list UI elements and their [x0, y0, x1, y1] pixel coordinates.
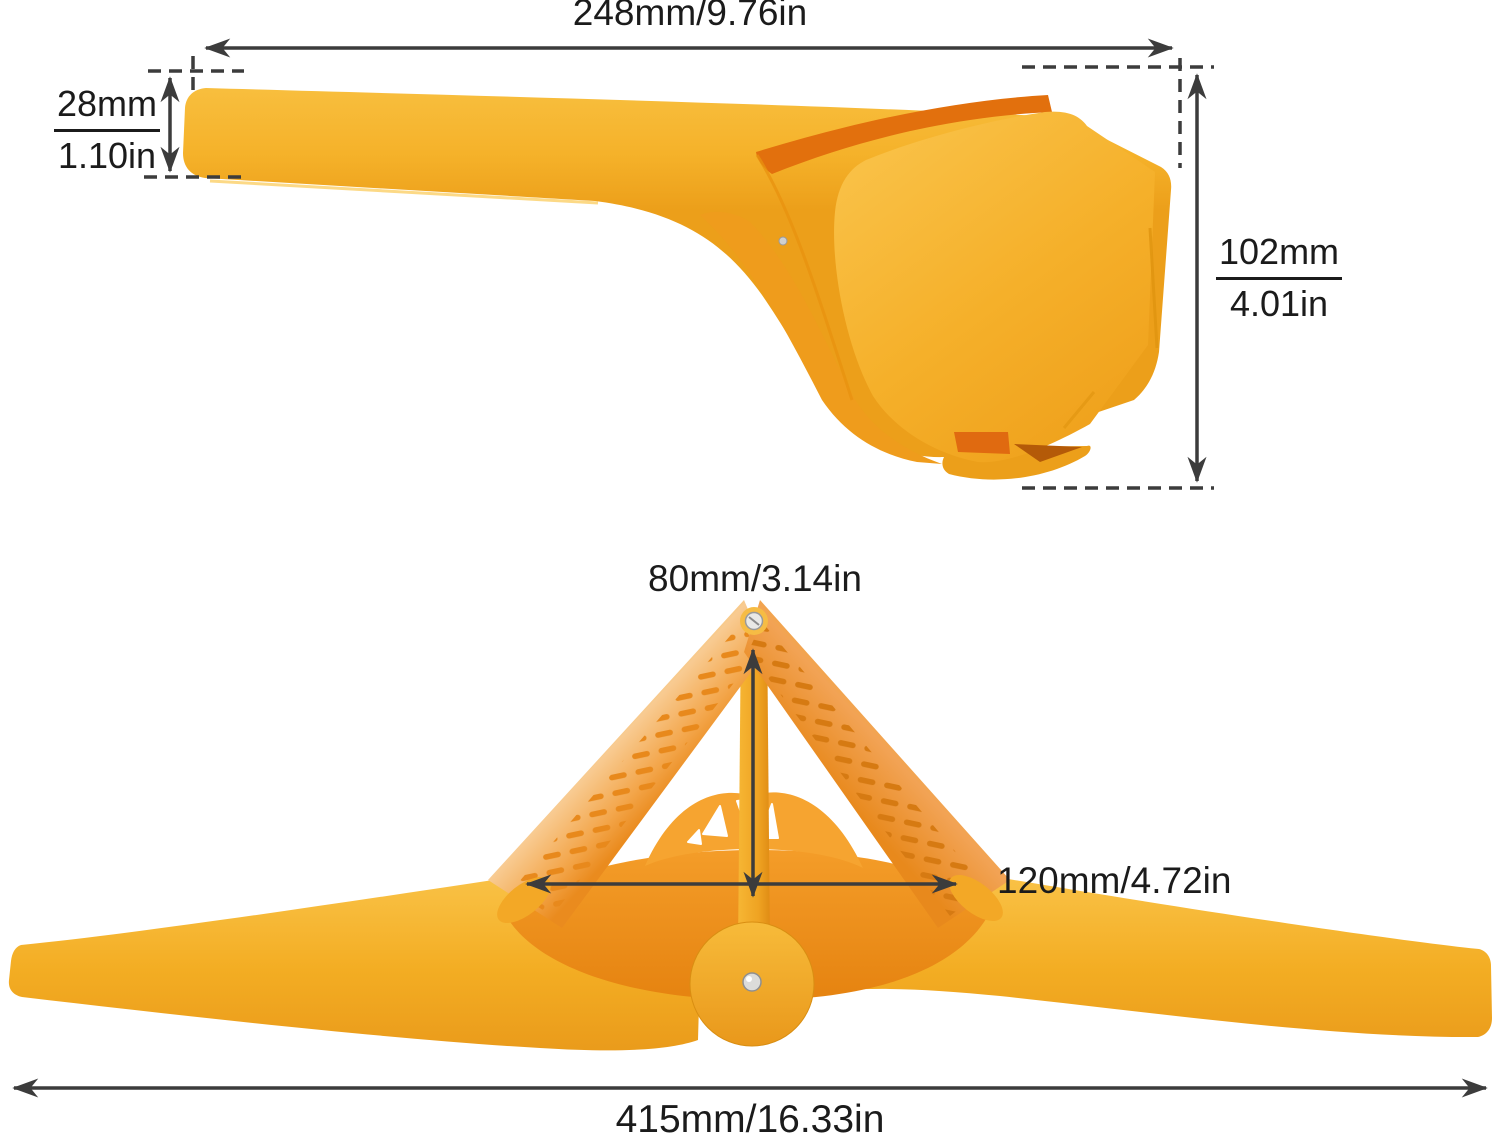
- height-mm-value: 102mm: [1216, 232, 1343, 280]
- thickness-in-value: 1.10in: [57, 135, 157, 176]
- height-in-value: 4.01in: [1229, 283, 1329, 324]
- closed-edge-notch: [1148, 227, 1159, 349]
- hinge-disc-pin: [742, 972, 762, 992]
- dimension-annotations-open: [12, 648, 1488, 1098]
- dimension-annotations-closed: [144, 38, 1214, 490]
- overall-length-dimension-label: 415mm/16.33in: [615, 1098, 885, 1141]
- thickness-mm-value: 28mm: [54, 84, 161, 132]
- closed-back-handle: [700, 211, 942, 464]
- right-half-foot: [949, 875, 1003, 921]
- width-dimension-label: 248mm/9.76in: [572, 0, 808, 33]
- hook-notch-shadow: [1014, 444, 1082, 462]
- closed-head-face: [834, 111, 1155, 463]
- closed-edge-notch-2: [1062, 391, 1096, 429]
- closed-seam-line: [755, 154, 854, 401]
- closed-view-illustration: [183, 88, 1172, 480]
- opening-width-dimension-label: 120mm/4.72in: [997, 860, 1232, 901]
- thickness-dimension-label: 28mm 1.10in: [54, 84, 161, 176]
- apex-pin-slot: [748, 616, 760, 626]
- hook-shadow: [954, 432, 1010, 454]
- closed-crease: [756, 95, 1052, 174]
- closed-handle-highlight: [209, 179, 599, 205]
- closed-hinge-pin: [778, 236, 788, 246]
- hinge-disc-pin-highlight: [746, 976, 752, 982]
- height-dimension-label: 102mm 4.01in: [1216, 232, 1343, 324]
- opening-height-dimension-label: 80mm/3.14in: [648, 558, 862, 599]
- open-view-illustration: [8, 600, 1492, 1051]
